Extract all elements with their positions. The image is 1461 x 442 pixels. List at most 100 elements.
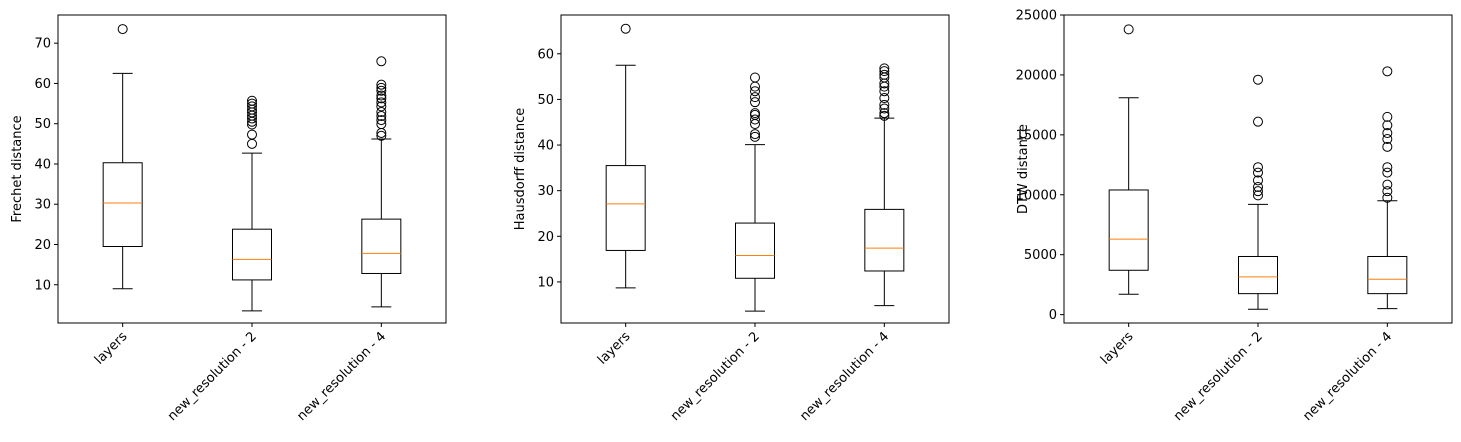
y-axis-label: DTW distance [1016, 124, 1031, 214]
outlier-point [376, 90, 387, 101]
outlier-point [1253, 74, 1263, 85]
outlier-point [376, 85, 387, 96]
x-tick-label: new_resolution - 4 [1300, 329, 1395, 424]
outlier-point [1253, 167, 1263, 178]
chart-panel-2: 10 20 30 40 50 60 Hausdorff distance layers new_… [513, 14, 950, 424]
outlier-point [376, 82, 387, 93]
outlier-point [376, 79, 387, 90]
y-tick-label: 60 [34, 77, 51, 92]
outlier-point [376, 107, 387, 118]
y-tick-label: 40 [537, 139, 554, 154]
box-1 [605, 23, 646, 289]
outlier-point [117, 24, 128, 35]
iqr-box [605, 165, 646, 251]
outlier-point [1382, 192, 1393, 203]
y-tick-label: 20 [34, 238, 51, 253]
outlier-point [750, 86, 760, 97]
box-1 [102, 24, 143, 290]
outlier-point [1253, 116, 1263, 127]
x-tick-label: new_resolution - 2 [165, 329, 260, 424]
outlier-point [1382, 134, 1393, 145]
y-tick-label: 40 [34, 157, 51, 172]
outlier-point [247, 129, 257, 140]
y-axis-label: Frechet distance [10, 115, 25, 222]
outlier-point [376, 97, 387, 108]
outlier-point [1382, 141, 1393, 152]
y-tick-label: 30 [34, 198, 51, 213]
box-3 [361, 56, 402, 308]
outlier-point [750, 131, 760, 142]
outlier-point [1253, 162, 1263, 173]
outlier-point [1382, 179, 1393, 190]
x-tick-label: new_resolution - 4 [797, 329, 892, 424]
outlier-point [376, 119, 387, 130]
iqr-box [361, 218, 402, 274]
outlier-point [247, 95, 257, 106]
outlier-point [879, 99, 890, 110]
outlier-point [376, 101, 387, 112]
iqr-box [102, 162, 143, 248]
iqr-box [1367, 255, 1408, 295]
outlier-point [1253, 186, 1263, 197]
outlier-point [1253, 190, 1263, 201]
box-1 [1108, 24, 1149, 295]
outlier-point [750, 97, 760, 108]
outlier-point [879, 86, 890, 97]
outlier-point [247, 101, 257, 112]
outlier-point [879, 93, 890, 104]
y-tick-label: 30 [537, 184, 554, 199]
outlier-point [1382, 167, 1393, 178]
x-tick-label: layers [595, 329, 634, 368]
box-3 [1367, 66, 1408, 310]
box-2 [735, 72, 775, 312]
y-tick-label: 60 [537, 47, 554, 62]
outlier-point [1382, 120, 1393, 131]
outlier-point [247, 138, 257, 149]
y-tick-label: 20 [537, 230, 554, 245]
outlier-point [1382, 66, 1393, 77]
x-tick-label: new_resolution - 4 [294, 329, 389, 424]
iqr-box [1238, 255, 1278, 295]
outlier-point [750, 72, 760, 83]
outlier-point [879, 108, 890, 119]
box-2 [232, 95, 272, 312]
outlier-point [376, 111, 387, 122]
y-tick-label: 50 [537, 93, 554, 108]
y-axis-label: Hausdorff distance [513, 108, 528, 230]
outlier-point [879, 63, 890, 74]
outlier-point [750, 108, 760, 119]
outlier-point [1382, 186, 1393, 197]
outlier-point [1382, 111, 1393, 122]
box-3 [864, 63, 905, 307]
chart-panel-3: 0 5000 10000 15000 20000 25000 DTW distance lay… [1016, 9, 1453, 424]
outlier-point [247, 98, 257, 109]
x-tick-label: new_resolution - 2 [1171, 329, 1266, 424]
y-tick-label: 10 [537, 275, 554, 290]
y-tick-label: 0 [1049, 308, 1057, 323]
y-tick-label: 5000 [1024, 248, 1057, 263]
iqr-box [232, 228, 272, 281]
iqr-box [735, 222, 775, 279]
y-tick-label: 10 [34, 278, 51, 293]
outlier-point [376, 130, 387, 141]
y-tick-label: 15000 [1016, 128, 1057, 143]
y-tick-label: 25000 [1016, 9, 1057, 24]
y-tick-label: 70 [34, 37, 51, 52]
outlier-point [750, 129, 760, 140]
y-tick-label: 20000 [1016, 68, 1057, 83]
outlier-point [1382, 128, 1393, 139]
x-tick-label: layers [1098, 329, 1137, 368]
y-tick-label: 50 [34, 117, 51, 132]
outlier-point [879, 69, 890, 80]
x-tick-label: new_resolution - 2 [668, 329, 763, 424]
outlier-point [1382, 162, 1393, 173]
outlier-point [620, 23, 631, 34]
outlier-point [879, 110, 890, 121]
outlier-point [376, 93, 387, 104]
outlier-point [879, 103, 890, 114]
outlier-point [750, 114, 760, 125]
outlier-point [376, 56, 387, 67]
iqr-box [1108, 189, 1149, 271]
x-tick-label: layers [92, 329, 131, 368]
